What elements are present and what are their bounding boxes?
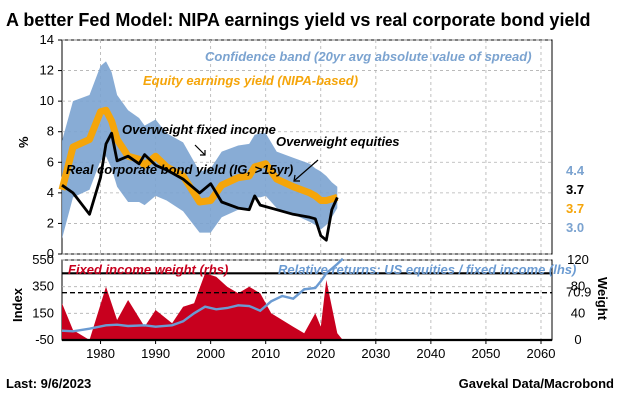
fixed-income-arrowhead xyxy=(200,150,206,156)
top-y-tick-label: 2 xyxy=(47,215,54,230)
bottom-right-y-ticks: 0 40 80 120 xyxy=(567,252,589,347)
overweight-equities-annotation: Overweight equities xyxy=(276,134,400,149)
top-y-tick-label: 10 xyxy=(40,93,54,108)
relative-returns-line xyxy=(61,257,344,333)
footer-right: Gavekal Data/Macrobond xyxy=(459,376,614,391)
x-axis-ticks: 1980 1990 2000 2010 2020 2030 2040 2050 2060 xyxy=(86,340,555,361)
top-y-tick-label: 6 xyxy=(47,154,54,169)
top-y-tick-label: 4 xyxy=(47,185,54,200)
confidence-band-annotation: Confidence band (20yr avg absolute value… xyxy=(205,49,532,64)
last-value-equity: 3.7 xyxy=(566,201,584,216)
top-y-ticks: 0 2 4 6 8 10 12 14 xyxy=(40,32,62,261)
equity-yield-annotation: Equity earnings yield (NIPA-based) xyxy=(143,73,358,88)
top-y-axis-label: % xyxy=(16,136,31,148)
bottom-left-axis-label: Index xyxy=(10,287,25,322)
top-y-tick-label: 14 xyxy=(40,32,54,47)
overweight-fixed-income-annotation: Overweight fixed income xyxy=(122,122,276,137)
bottom-left-tick-label: 350 xyxy=(32,279,54,294)
bottom-left-tick-label: 550 xyxy=(32,252,54,267)
bottom-right-tick-label: 0 xyxy=(574,332,581,347)
top-y-tick-label: 0 xyxy=(47,246,54,261)
bond-yield-annotation: Real corporate bond yield (IG, >15yr) xyxy=(66,162,293,177)
x-tick-label: 1990 xyxy=(141,346,170,361)
x-tick-label: 2030 xyxy=(361,346,390,361)
fixed-income-arrow xyxy=(194,144,206,156)
real-corporate-bond-yield-line xyxy=(61,131,339,242)
bottom-right-tick-label: 80 xyxy=(571,279,585,294)
x-tick-label: 2040 xyxy=(416,346,445,361)
bottom-left-tick-label: -50 xyxy=(35,332,54,347)
top-panel: 0 2 4 6 8 10 12 14 % Confidence band (20yr avg … xyxy=(16,32,585,261)
top-grid xyxy=(62,39,552,255)
overweight-equities-arrowhead xyxy=(293,174,300,182)
x-tick-label: 2000 xyxy=(196,346,225,361)
bottom-left-tick-label: 150 xyxy=(32,305,54,320)
fixed-income-weight-annotation: Fixed income weight (rhs) xyxy=(68,262,228,277)
equity-earnings-yield-line xyxy=(58,106,339,206)
bottom-right-tick-label: 40 xyxy=(571,305,585,320)
x-tick-label: 1980 xyxy=(86,346,115,361)
top-y-tick-label: 8 xyxy=(47,124,54,139)
x-tick-label: 2020 xyxy=(306,346,335,361)
bottom-right-axis-label: Weight xyxy=(595,277,610,321)
x-tick-label: 2060 xyxy=(527,346,556,361)
dashed-level-label: 70.9 xyxy=(566,285,591,300)
bottom-right-tick-label: 120 xyxy=(567,252,589,267)
x-tick-label: 2010 xyxy=(251,346,280,361)
bottom-left-y-ticks: -50 150 350 550 xyxy=(32,252,54,347)
last-value-band-lower: 3.0 xyxy=(566,220,584,235)
bottom-panel: -50 150 350 550 0 40 80 120 Fixed income weigh… xyxy=(10,252,610,361)
last-value-band-upper: 4.4 xyxy=(566,163,585,178)
fixed-income-weight-area xyxy=(62,273,343,340)
relative-returns-annotation: Relative returns: US equities / fixed in… xyxy=(278,262,576,277)
last-value-bond: 3.7 xyxy=(566,182,584,197)
overweight-equities-arrow xyxy=(294,159,319,181)
chart-title: A better Fed Model: NIPA earnings yield … xyxy=(6,10,590,30)
x-tick-label: 2050 xyxy=(471,346,500,361)
top-y-tick-label: 12 xyxy=(40,63,54,78)
confidence-band-area xyxy=(62,61,338,239)
footer-left: Last: 9/6/2023 xyxy=(6,376,91,391)
